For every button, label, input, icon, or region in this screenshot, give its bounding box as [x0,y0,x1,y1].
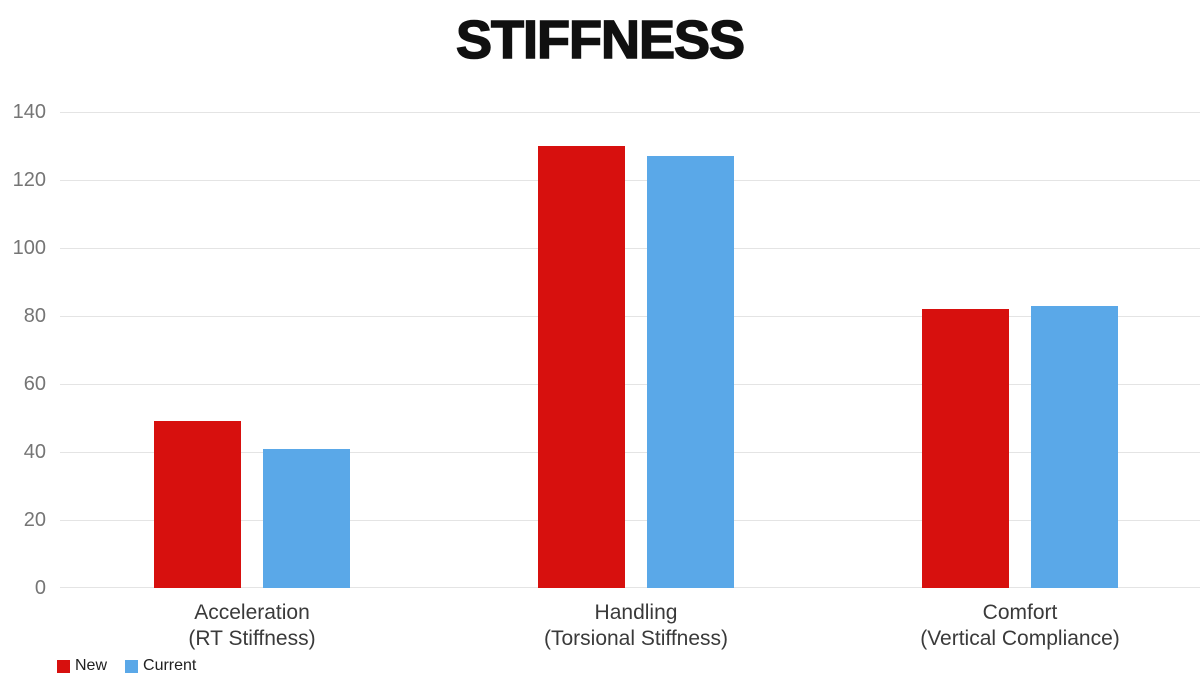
legend-item-new: New [57,657,107,675]
gridline [60,248,1200,249]
category-label-acceleration: Acceleration (RT Stiffness) [60,600,444,652]
y-tick-label: 120 [12,169,46,191]
gridline [60,112,1200,113]
category-label-line2: (RT Stiffness) [188,627,316,650]
y-tick-label: 20 [23,509,46,531]
y-tick-label: 140 [12,101,46,123]
bar-group-handling [444,112,828,588]
bar-current-acceleration [263,448,350,588]
gridline [60,520,1200,521]
bar-new-comfort [922,309,1009,588]
category-label-handling: Handling (Torsional Stiffness) [444,600,828,652]
legend-label-current: Current [143,657,197,674]
plot-area [60,112,1200,588]
y-tick-label: 60 [23,373,46,395]
gridline [60,316,1200,317]
y-tick-label: 0 [34,577,46,599]
bar-current-comfort [1031,305,1118,588]
bar-groups [60,112,1200,588]
category-label-line2: (Vertical Compliance) [920,627,1120,650]
category-label-line2: (Torsional Stiffness) [543,627,729,650]
y-tick-label: 80 [23,305,46,327]
bar-new-acceleration [154,421,241,588]
legend-swatch-current [125,659,139,673]
bar-new-handling [538,146,625,588]
y-tick-label: 40 [23,441,46,463]
category-label-line1: Comfort [982,601,1058,624]
category-label-comfort: Comfort (Vertical Compliance) [828,600,1200,652]
category-label-line1: Acceleration [194,601,310,624]
legend-item-current: Current [125,657,196,675]
gridline [60,587,1200,588]
y-tick-label: 100 [12,237,46,259]
bar-group-acceleration [60,112,444,588]
gridline [60,452,1200,453]
x-axis-labels: Acceleration (RT Stiffness) Handling (Torsi… [60,600,1200,652]
bar-group-comfort [828,112,1200,588]
bar-current-handling [647,156,734,588]
legend: New Current [57,657,196,675]
legend-label-new: New [75,657,108,674]
chart-title: STIFFNESS [455,10,746,70]
legend-swatch-new [57,659,70,673]
gridline [60,384,1200,385]
gridline [60,180,1200,181]
category-label-line1: Handling [594,601,678,624]
